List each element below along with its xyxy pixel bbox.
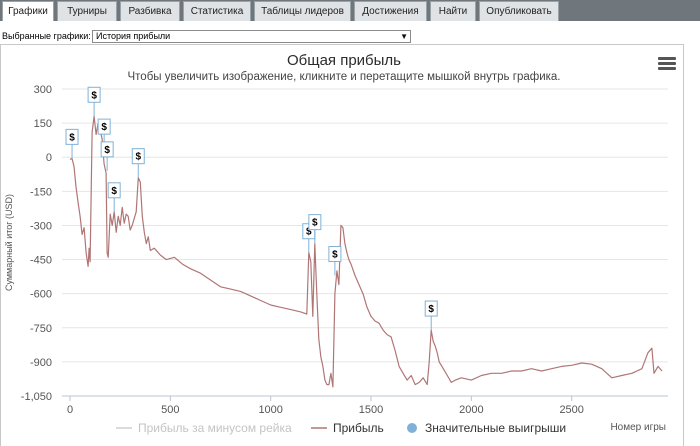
- tab-leaderboards[interactable]: Таблицы лидеров: [254, 1, 351, 21]
- legend-item-big-wins[interactable]: Значительные выигрыши: [425, 421, 566, 435]
- y-tick-label: -450: [30, 255, 52, 267]
- big-win-marker[interactable]: [424, 300, 438, 317]
- y-tick-label: -1,050: [21, 391, 52, 403]
- big-win-marker-label: $: [104, 145, 110, 156]
- big-win-marker[interactable]: [308, 214, 322, 231]
- chevron-down-icon: ▼: [400, 32, 408, 41]
- y-tick-label: 300: [34, 84, 52, 96]
- y-tick-label: -300: [30, 220, 52, 232]
- tab-bar: Графики Турниры Разбивка Статистика Табл…: [0, 0, 700, 21]
- big-win-marker-label: $: [312, 218, 318, 229]
- chart-subtitle: Чтобы увеличить изображение, кликните и …: [127, 71, 561, 83]
- y-tick-label: -150: [30, 186, 52, 198]
- y-tick-label: 150: [34, 118, 52, 130]
- profit-series-line: [69, 115, 663, 388]
- y-axis-title: Суммарный итог (USD): [4, 194, 14, 291]
- graph-selector-dropdown[interactable]: История прибыли ▼: [92, 30, 411, 43]
- big-win-marker[interactable]: [87, 86, 101, 103]
- x-tick-label: 1500: [359, 404, 383, 416]
- big-win-marker-label: $: [69, 132, 75, 143]
- y-tick-label: -600: [30, 289, 52, 301]
- x-tick-label: 2500: [559, 404, 583, 416]
- x-tick-label: 0: [67, 404, 73, 416]
- legend-symbol-big-wins: [407, 423, 417, 433]
- chart-panel: [0, 44, 684, 446]
- big-win-marker-label: $: [111, 186, 117, 197]
- y-tick-label: 0: [46, 152, 52, 164]
- big-win-marker-label: $: [332, 249, 338, 260]
- big-win-marker[interactable]: [97, 118, 111, 135]
- big-win-marker-label: $: [91, 90, 97, 101]
- big-win-marker-label: $: [135, 152, 141, 163]
- graph-selector-value: История прибыли: [96, 31, 171, 41]
- big-win-marker[interactable]: [328, 245, 342, 262]
- tab-graphs[interactable]: Графики: [2, 1, 54, 21]
- big-win-marker-label: $: [428, 304, 434, 315]
- legend-item-net-profit[interactable]: Прибыль за минусом рейка: [138, 421, 292, 435]
- tab-breakdown[interactable]: Разбивка: [120, 1, 180, 21]
- big-win-marker[interactable]: [65, 128, 79, 145]
- chart-title: Общая прибыль: [286, 52, 402, 69]
- x-tick-label: 1000: [258, 404, 282, 416]
- y-tick-label: -900: [30, 357, 52, 369]
- tab-statistics[interactable]: Статистика: [183, 1, 251, 21]
- graph-selector-row: Выбранные графики: История прибыли ▼: [0, 29, 700, 45]
- tab-achievements[interactable]: Достижения: [354, 1, 427, 21]
- y-tick-label: -750: [30, 323, 52, 335]
- big-win-marker[interactable]: [107, 182, 121, 199]
- x-tick-label: 2000: [459, 404, 483, 416]
- x-tick-label: 500: [161, 404, 179, 416]
- tab-publish[interactable]: Опубликовать: [479, 1, 559, 21]
- big-win-marker-label: $: [101, 122, 107, 133]
- tab-find[interactable]: Найти: [430, 1, 476, 21]
- big-win-marker[interactable]: [100, 141, 114, 158]
- graph-selector-label: Выбранные графики:: [2, 31, 91, 41]
- x-axis-title: Номер игры: [610, 422, 666, 433]
- big-win-marker-label: $: [306, 227, 312, 238]
- big-win-marker[interactable]: [131, 148, 145, 165]
- hamburger-menu-icon[interactable]: [658, 57, 676, 71]
- tab-tournaments[interactable]: Турниры: [57, 1, 117, 21]
- legend-item-profit[interactable]: Прибыль: [333, 421, 384, 435]
